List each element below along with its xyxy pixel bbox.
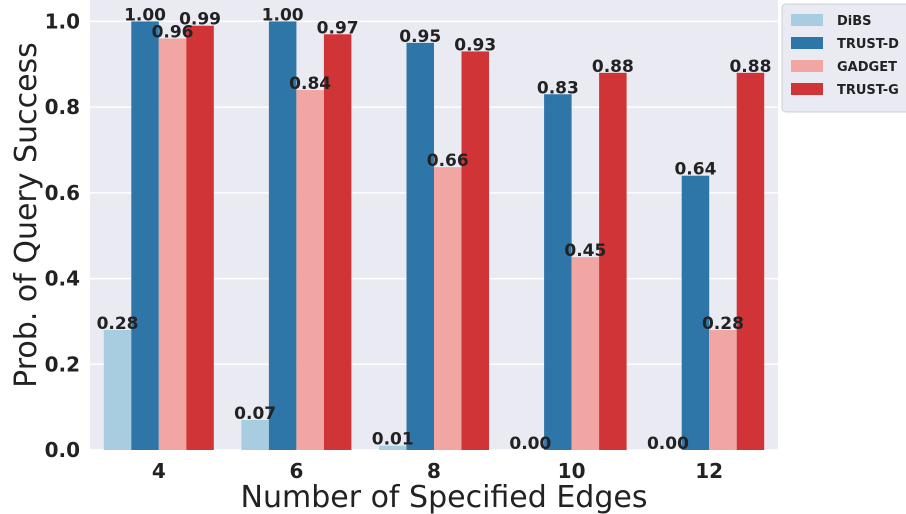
legend: DiBS TRUST-D GADGET TRUST-G <box>781 3 906 113</box>
data-label: 0.99 <box>179 10 221 30</box>
bar-trust-d <box>268 21 297 451</box>
legend-swatch <box>791 83 823 95</box>
data-label: 0.95 <box>399 27 441 47</box>
legend-label: TRUST-G <box>837 83 899 98</box>
data-label: 0.84 <box>289 74 331 94</box>
bar-dibs <box>103 330 132 450</box>
y-axis-label: Prob. of Query Success <box>9 42 44 388</box>
bars <box>103 21 765 451</box>
data-label: 0.88 <box>729 57 771 77</box>
x-tick-label: 10 <box>558 459 586 483</box>
x-axis-label: Number of Specified Edges <box>241 480 648 514</box>
legend-swatch <box>791 14 823 26</box>
data-label: 0.97 <box>317 18 359 38</box>
y-tick-label: 0.2 <box>45 352 80 376</box>
data-label: 0.07 <box>234 404 276 424</box>
x-tick-label: 12 <box>695 459 723 483</box>
y-tick-label: 0.8 <box>45 95 80 119</box>
data-label: 0.88 <box>592 57 634 77</box>
legend-label: GADGET <box>837 60 897 75</box>
legend-label: DiBS <box>837 14 872 29</box>
bar-trust-d <box>681 175 710 450</box>
bar-trust-d <box>544 94 572 451</box>
y-tick-label: 0.4 <box>45 267 80 291</box>
legend-swatch <box>791 60 823 72</box>
bar-gadget <box>709 330 737 450</box>
bar-gadget <box>296 90 324 450</box>
data-label: 0.28 <box>702 314 744 334</box>
data-labels: 0.281.000.960.990.071.000.840.970.010.95… <box>97 5 772 454</box>
data-label: 1.00 <box>124 5 166 25</box>
y-tick-label: 0.0 <box>45 438 80 462</box>
bar-gadget <box>571 257 600 450</box>
bar-trust-g <box>186 25 214 450</box>
data-label: 0.66 <box>427 151 469 171</box>
x-tick-label: 8 <box>427 459 441 483</box>
legend-swatch <box>791 37 823 49</box>
x-tick-label: 6 <box>289 459 303 483</box>
bar-dibs <box>241 420 269 450</box>
data-label: 0.00 <box>647 434 689 454</box>
data-label: 0.96 <box>152 23 194 43</box>
y-tick-labels: 0.0 0.2 0.4 0.6 0.8 1.0 <box>45 9 80 462</box>
data-label: 0.28 <box>97 314 139 334</box>
data-label: 0.00 <box>509 434 551 454</box>
bar-gadget <box>434 167 462 450</box>
bar-trust-g <box>599 72 627 450</box>
x-tick-label: 4 <box>152 459 166 483</box>
bar-trust-d <box>406 42 434 450</box>
legend-label: TRUST-D <box>837 37 899 52</box>
y-tick-label: 1.0 <box>45 9 80 33</box>
data-label: 0.93 <box>454 35 496 55</box>
data-label: 1.00 <box>262 5 304 25</box>
y-tick-label: 0.6 <box>45 181 80 205</box>
data-label: 0.64 <box>674 160 716 180</box>
bar-trust-g <box>323 34 352 451</box>
bar-trust-g <box>461 51 489 451</box>
x-tick-labels: 4 6 8 10 12 <box>152 459 723 483</box>
data-label: 0.83 <box>537 78 579 98</box>
bar-trust-d <box>131 21 159 451</box>
bar-gadget <box>158 38 187 450</box>
data-label: 0.45 <box>564 241 606 261</box>
bar-dibs <box>379 445 407 450</box>
bar-trust-g <box>736 72 765 450</box>
data-label: 0.01 <box>372 430 414 450</box>
